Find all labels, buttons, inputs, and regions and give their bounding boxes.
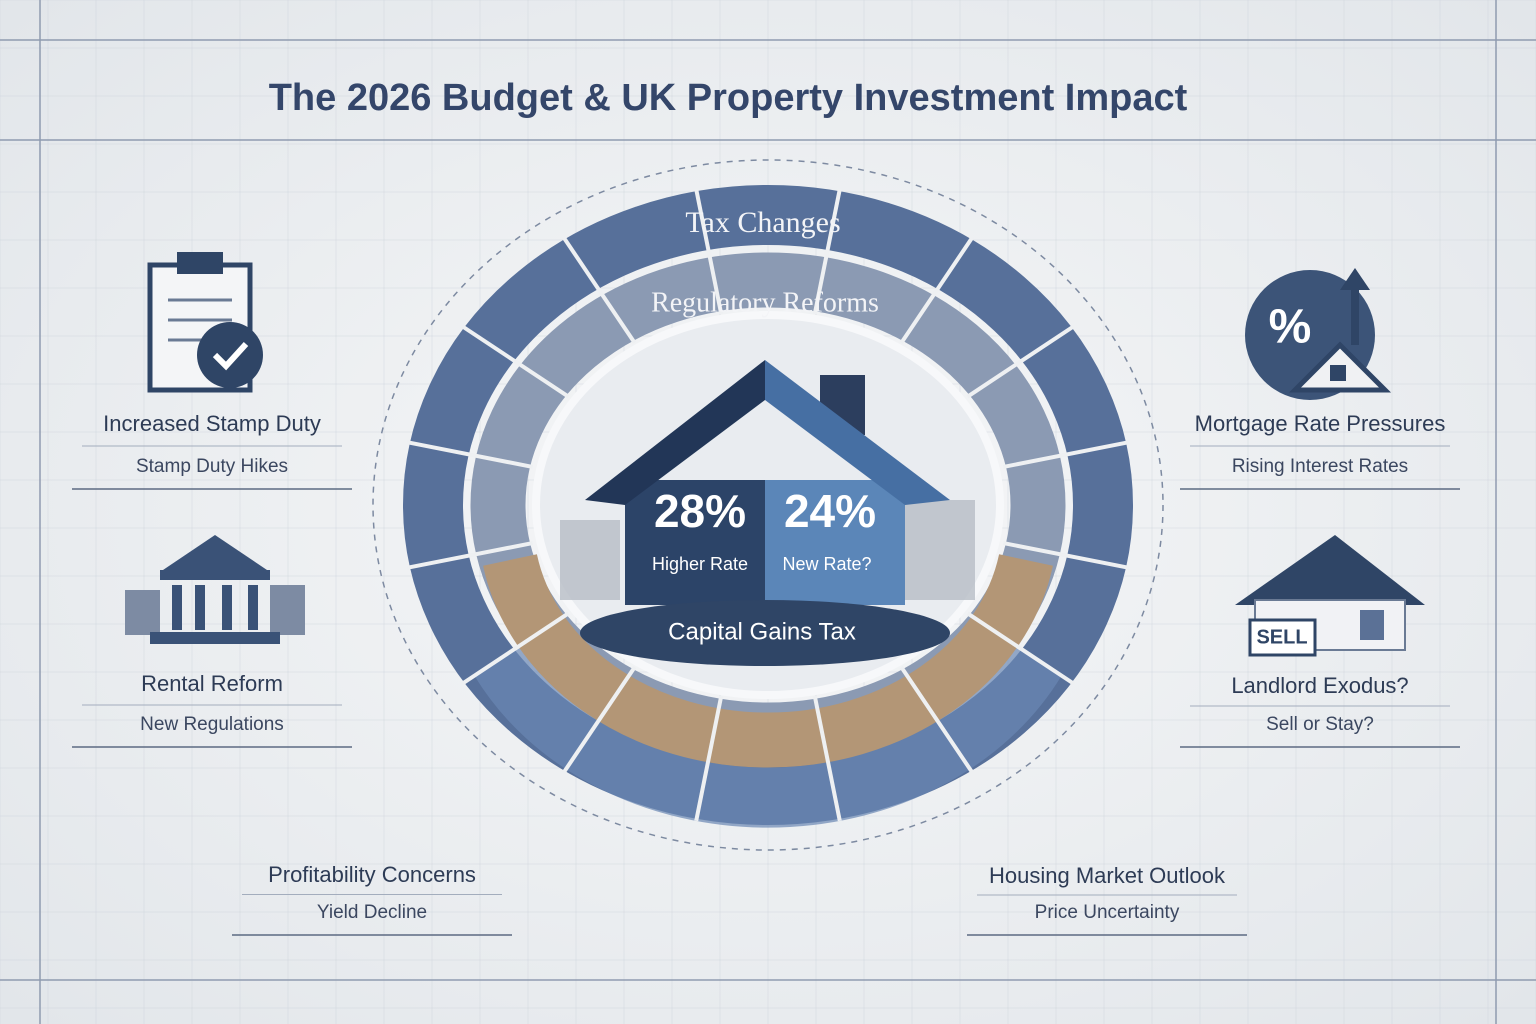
title: The 2026 Budget & UK Property Investment… xyxy=(269,77,1188,119)
bank-icon xyxy=(125,535,305,644)
house-right xyxy=(765,480,905,605)
ring-divider xyxy=(561,236,637,344)
clipboard-icon xyxy=(147,252,263,393)
item-title: Landlord Exodus? xyxy=(1231,673,1408,698)
dashed-orbit xyxy=(372,159,1164,851)
house-left xyxy=(625,480,765,605)
ring-divider xyxy=(406,440,533,469)
item-title: Profitability Concerns xyxy=(268,862,476,887)
item-title: Housing Market Outlook xyxy=(989,863,1226,888)
ring-divider xyxy=(899,236,975,344)
sell-house-icon: SELL xyxy=(1235,535,1425,657)
ring-divider xyxy=(1003,440,1130,469)
middle-ring-lower xyxy=(483,554,1053,768)
rate-value: 28% xyxy=(654,485,746,537)
rate-label: Higher Rate xyxy=(652,554,748,574)
item-subtitle: Price Uncertainty xyxy=(1035,902,1180,923)
city-silhouette xyxy=(560,500,975,600)
icon-text: SELL xyxy=(1256,626,1307,648)
ring-label: Regulatory Reforms xyxy=(651,287,879,318)
rate-value: 24% xyxy=(784,485,876,537)
item-title: Rental Reform xyxy=(141,671,283,696)
item-title: Increased Stamp Duty xyxy=(103,411,321,436)
item-subtitle: New Regulations xyxy=(140,714,284,735)
item-subtitle: Stamp Duty Hikes xyxy=(136,456,288,477)
ring-divider xyxy=(966,324,1076,399)
ring-divider xyxy=(460,611,570,686)
icon-text: % xyxy=(1269,301,1312,354)
ring-divider xyxy=(694,695,724,822)
roof-right xyxy=(765,360,950,505)
ring-dividers xyxy=(406,188,1130,822)
ring-divider xyxy=(561,666,637,774)
item-subtitle: Rising Interest Rates xyxy=(1232,456,1408,477)
ring-divider xyxy=(460,324,570,399)
ring-divider xyxy=(406,541,533,570)
cgt-band xyxy=(580,600,950,666)
ring-divider xyxy=(966,611,1076,686)
item-subtitle: Yield Decline xyxy=(317,902,427,923)
ring-divider xyxy=(1003,541,1130,570)
rate-label: New Rate? xyxy=(782,554,871,574)
ring-divider xyxy=(812,695,842,822)
item-subtitle: Sell or Stay? xyxy=(1266,714,1374,735)
item-title: Mortgage Rate Pressures xyxy=(1195,411,1446,436)
ring-divider xyxy=(694,188,724,315)
ring-label: Tax Changes xyxy=(685,206,840,239)
factor-list: Increased Stamp Duty Stamp Duty Hikes Rent… xyxy=(72,411,1460,936)
outer-ring-lower xyxy=(474,644,1062,828)
ring-divider xyxy=(812,188,842,315)
band-label: Capital Gains Tax xyxy=(668,618,856,645)
mortgage-icon: % xyxy=(1245,268,1392,400)
ring-divider xyxy=(899,666,975,774)
roof-left xyxy=(585,360,765,505)
